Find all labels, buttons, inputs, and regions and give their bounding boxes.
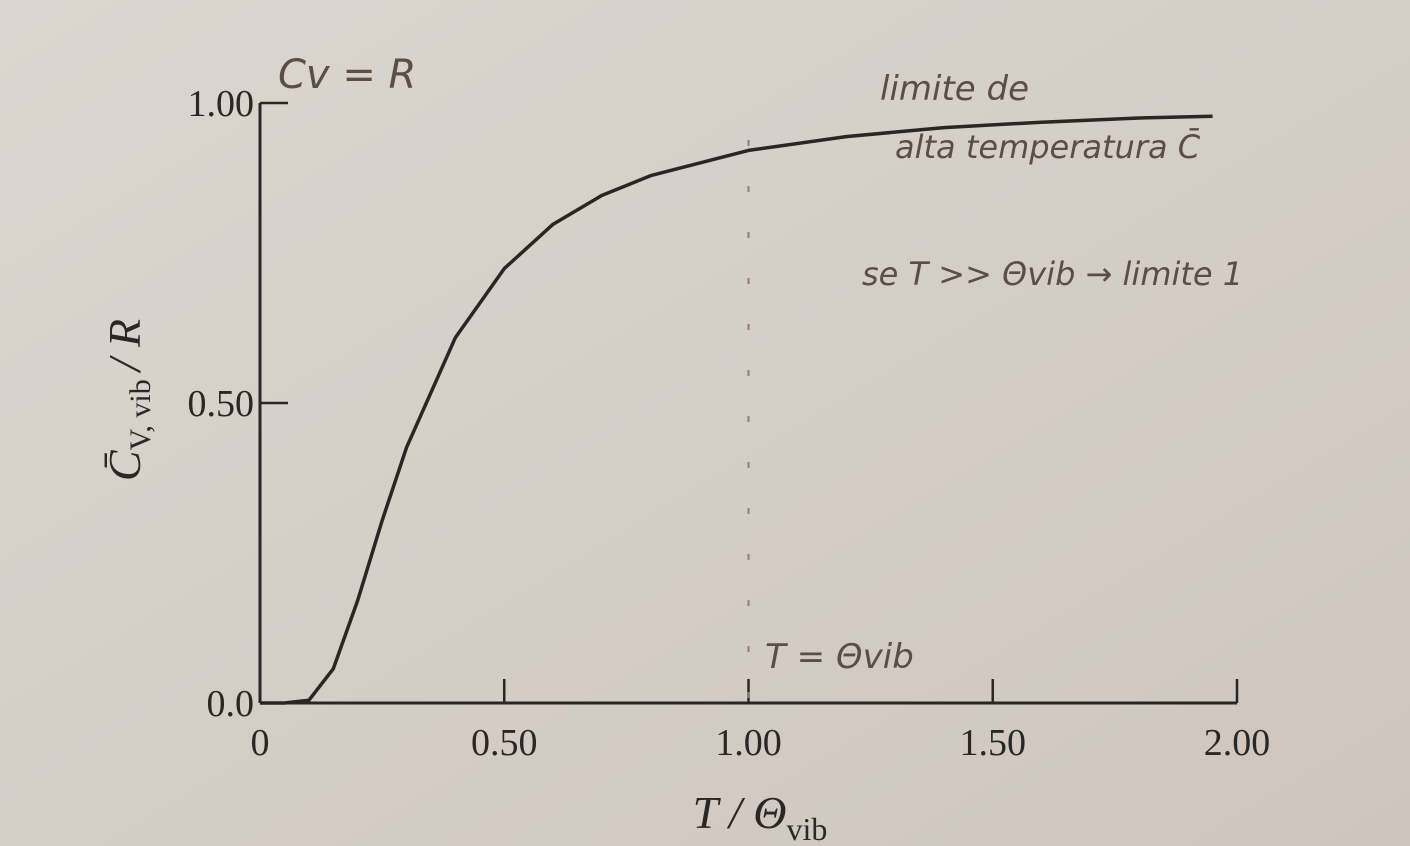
x-tick-label: 0.50 <box>471 722 538 764</box>
annotation: T = Θvib <box>765 637 914 677</box>
annotation: limite de <box>880 69 1029 109</box>
annotation: Cv = R <box>278 52 416 98</box>
chart: T / Θvib C̄V, vib/ R Cv = R limite de al… <box>0 0 1410 846</box>
y-tick-label: 1.00 <box>188 83 255 125</box>
y-tick-label: 0.0 <box>207 683 255 725</box>
x-tick-label: 1.00 <box>715 722 782 764</box>
y-tick-label: 0.50 <box>188 383 255 425</box>
annotation: alta temperatura C̄ <box>895 127 1201 166</box>
x-tick-label: 1.50 <box>960 722 1027 764</box>
annotation: se T >> Θvib → limite 1 <box>862 255 1243 293</box>
x-tick-label: 2.00 <box>1204 722 1271 764</box>
x-tick-label: 0 <box>251 722 270 764</box>
